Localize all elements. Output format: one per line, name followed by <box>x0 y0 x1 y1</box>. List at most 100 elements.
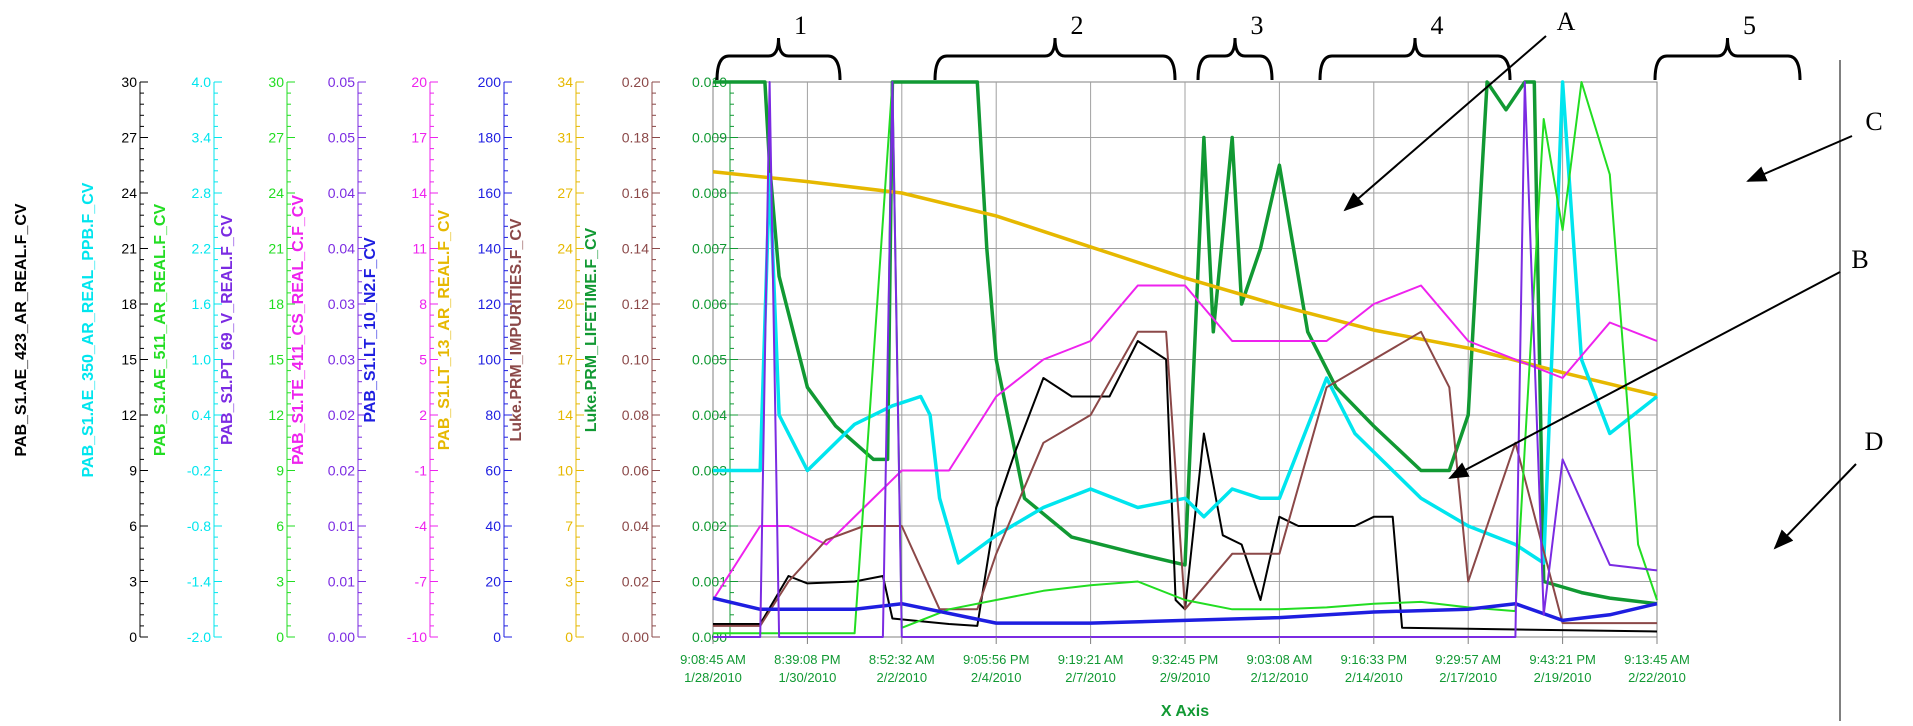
y-tick-label: 18 <box>121 296 137 312</box>
x-tick-date: 2/4/2010 <box>971 670 1022 685</box>
y-axis: 0.0000.0010.0020.0030.0040.0050.0060.007… <box>583 74 738 645</box>
y-tick-label: 180 <box>478 130 502 146</box>
y-tick-label: -1 <box>415 463 428 479</box>
region-label: 4 <box>1431 11 1444 40</box>
y-tick-label: 0.05 <box>328 130 355 146</box>
y-tick-label: 27 <box>121 130 137 146</box>
x-tick-date: 2/22/2010 <box>1628 670 1686 685</box>
y-tick-label: 0.14 <box>622 241 649 257</box>
y-tick-label: 0 <box>565 629 573 645</box>
y-tick-label: 0.01 <box>328 574 355 590</box>
y-tick-label: 27 <box>268 130 284 146</box>
y-tick-label: 11 <box>412 241 427 257</box>
x-tick-time: 9:43:21 PM <box>1529 652 1596 667</box>
x-tick-time: 8:39:08 PM <box>774 652 841 667</box>
y-tick-label: 140 <box>478 241 502 257</box>
callout: A <box>1343 7 1576 212</box>
region-bracket: 3 <box>1196 11 1274 81</box>
y-tick-label: 34 <box>557 74 573 90</box>
x-tick-time: 9:05:56 PM <box>963 652 1030 667</box>
y-tick-label: 18 <box>268 296 284 312</box>
y-tick-label: -10 <box>407 629 427 645</box>
callout: C <box>1746 107 1883 182</box>
y-axis: -10 -7 -4 -1 2 5 8 11 14 17 20 PAB_S1.TE_411_CS_REA… <box>290 74 438 645</box>
y-tick-label: 20 <box>485 574 501 590</box>
y-axis-title: PAB_S1.TE_411_CS_REAL_C.F_CV <box>290 195 307 465</box>
y-tick-label: 2 <box>419 407 427 423</box>
y-tick-label: 24 <box>268 185 284 201</box>
region-bracket: 4 <box>1318 11 1512 81</box>
y-tick-label: 0.007 <box>692 241 727 257</box>
y-axis-title: Luke.PRM_IMPURITIES.F_CV <box>508 218 525 441</box>
y-tick-label: -2.0 <box>187 629 211 645</box>
y-tick-label: 100 <box>478 352 502 368</box>
callout-label: A <box>1557 7 1576 36</box>
y-tick-label: 0.00 <box>328 629 355 645</box>
y-tick-label: -4 <box>415 518 428 534</box>
y-tick-label: 30 <box>121 74 137 90</box>
callout-arrow <box>1448 271 1841 479</box>
y-tick-label: 0.008 <box>692 185 727 201</box>
y-tick-label: 0.05 <box>328 74 355 90</box>
series-line <box>713 81 1658 635</box>
y-tick-label: 6 <box>276 518 284 534</box>
y-tick-label: -7 <box>415 574 428 590</box>
x-tick-date: 2/2/2010 <box>876 670 927 685</box>
y-tick-label: 12 <box>121 407 137 423</box>
y-axis: 0.00 0.02 0.04 0.06 0.08 0.10 0.12 0.14 0.16 0.18… <box>508 74 660 645</box>
callout-label: D <box>1865 427 1884 456</box>
x-tick-time: 8:52:32 AM <box>869 652 935 667</box>
series-line <box>713 80 1659 565</box>
y-tick-label: -0.2 <box>187 463 211 479</box>
x-tick-time: 9:08:45 AM <box>680 652 746 667</box>
y-tick-label: 1.6 <box>192 296 212 312</box>
y-tick-label: 10 <box>557 463 573 479</box>
y-axis-title: PAB_S1.LT_13_AR_REAL.F_CV <box>436 209 453 450</box>
y-tick-label: 80 <box>485 407 501 423</box>
series-line <box>712 596 1658 625</box>
region-label: 2 <box>1071 11 1084 40</box>
y-tick-label: 2.8 <box>192 185 212 201</box>
y-tick-label: 0.16 <box>622 185 649 201</box>
y-tick-label: 3.4 <box>192 130 212 146</box>
y-tick-label: 0.006 <box>692 296 727 312</box>
y-tick-label: 27 <box>557 185 573 201</box>
bracket-shape <box>715 37 842 81</box>
y-tick-label: 3 <box>276 574 284 590</box>
series-line <box>713 340 1658 633</box>
x-tick-time: 9:03:08 AM <box>1247 652 1313 667</box>
x-axis: 9:08:45 AM 1/28/2010 8:39:08 PM 1/30/2010 8:… <box>680 637 1690 720</box>
x-tick-date: 2/14/2010 <box>1345 670 1403 685</box>
x-tick-date: 2/9/2010 <box>1160 670 1211 685</box>
y-tick-label: 0.00 <box>622 629 649 645</box>
x-tick-time: 9:16:33 PM <box>1341 652 1408 667</box>
y-tick-label: 160 <box>478 185 502 201</box>
y-tick-label: 20 <box>411 74 427 90</box>
y-tick-label: 0.02 <box>328 407 355 423</box>
x-tick-date: 1/28/2010 <box>684 670 742 685</box>
bracket-shape <box>1318 37 1512 81</box>
y-tick-label: 14 <box>411 185 427 201</box>
y-tick-label: 17 <box>557 352 573 368</box>
callout-label: B <box>1851 245 1868 274</box>
y-tick-label: 0.18 <box>622 130 649 146</box>
y-tick-label: 4.0 <box>192 74 212 90</box>
x-tick-date: 2/17/2010 <box>1439 670 1497 685</box>
region-label: 5 <box>1743 11 1756 40</box>
y-tick-label: 200 <box>478 74 502 90</box>
callout-annotations: A B C D <box>1343 7 1884 550</box>
y-tick-label: 1.0 <box>192 352 212 368</box>
y-tick-label: 0.03 <box>328 296 355 312</box>
x-tick-time: 9:29:57 AM <box>1435 652 1501 667</box>
y-tick-label: 0.005 <box>692 352 727 368</box>
region-brackets: 1 2 3 4 5 <box>715 11 1802 81</box>
y-axis-title: PAB_S1.AE_423_AR_REAL.F_CV <box>13 203 30 456</box>
y-tick-label: 30 <box>268 74 284 90</box>
y-tick-label: 0.004 <box>692 407 727 423</box>
x-axis-title: X Axis <box>1161 703 1209 720</box>
y-tick-label: 24 <box>121 185 137 201</box>
y-axis: -2.0 -1.4 -0.8 -0.2 0.4 1.0 1.6 2.2 2.8 3.4 4.0 PAB… <box>80 74 222 645</box>
bracket-shape <box>1196 37 1274 81</box>
